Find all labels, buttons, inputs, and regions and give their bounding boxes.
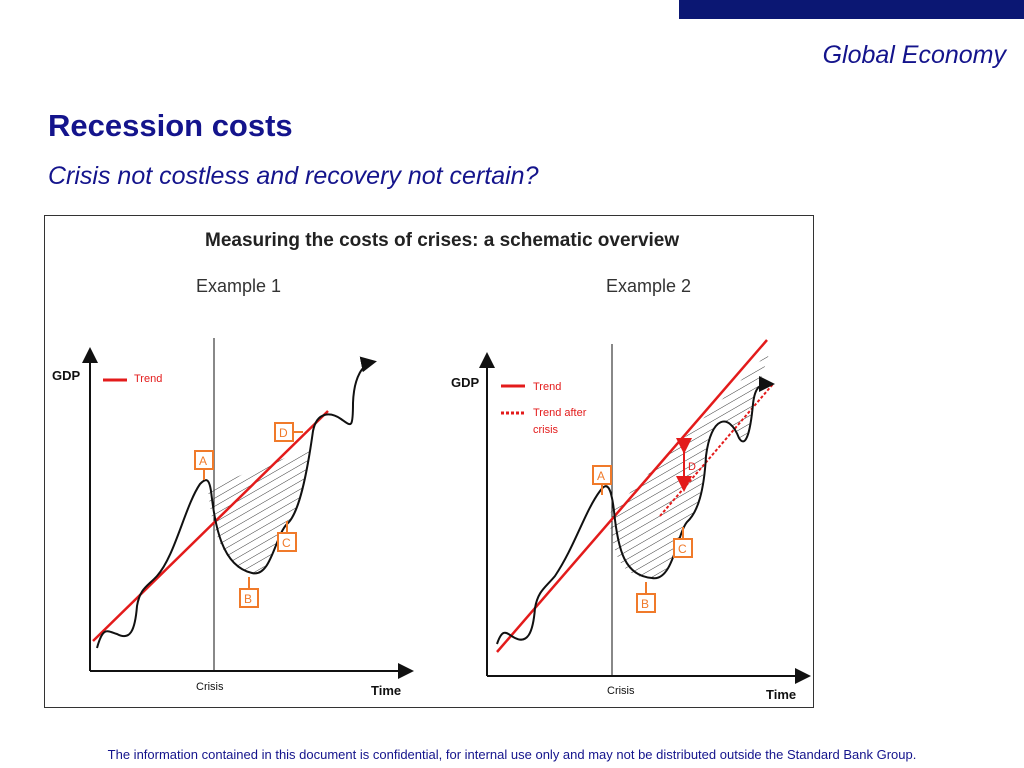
example-2-panel: Example 2 GDP Time Crisis Trend Trend af…	[451, 276, 811, 702]
confidentiality-footer: The information contained in this docume…	[107, 747, 917, 762]
svg-text:B: B	[641, 597, 649, 611]
example-1-trend-line	[92, 410, 329, 642]
example-2-marker-b: B	[636, 582, 656, 613]
example-2-heading: Example 2	[606, 276, 691, 296]
slide-subtitle: Crisis not costless and recovery not cer…	[48, 162, 539, 190]
example-2-x-axis-label: Time	[766, 687, 796, 702]
svg-text:C: C	[678, 542, 687, 556]
example-2-y-axis-label: GDP	[451, 375, 480, 390]
example-1-x-axis-label: Time	[371, 683, 401, 698]
example-1-crisis-label: Crisis	[196, 681, 224, 693]
figure-title: Measuring the costs of crises: a schemat…	[205, 230, 679, 251]
example-1-cost-area	[208, 448, 311, 574]
example-2-trend-line	[496, 339, 768, 653]
example-1-panel: Example 1 GDP Time Crisis Trend A	[52, 276, 414, 698]
example-2-gdp-path	[496, 376, 775, 645]
svg-text:A: A	[199, 454, 207, 468]
example-2-marker-c: C	[673, 527, 693, 558]
svg-text:B: B	[244, 592, 252, 606]
header-title: Global Economy	[822, 41, 1006, 69]
example-1-heading: Example 1	[196, 276, 281, 296]
example-1-marker-d: D	[274, 422, 303, 442]
svg-text:D: D	[279, 426, 288, 440]
svg-text:A: A	[597, 469, 605, 483]
example-2-marker-d: D	[688, 461, 696, 473]
example-1-marker-a: A	[194, 450, 214, 480]
example-1-marker-b: B	[239, 577, 259, 608]
example-2-crisis-label: Crisis	[607, 685, 635, 697]
schematic-svg: Measuring the costs of crises: a schemat…	[52, 230, 811, 702]
example-2-legend-trend-after-label-line1: Trend after	[533, 407, 587, 419]
slide-title: Recession costs	[48, 108, 293, 143]
example-1-legend-trend-label: Trend	[134, 373, 162, 385]
example-1-gdp-path	[96, 356, 377, 649]
example-2-trend-after-crisis-line	[659, 383, 774, 517]
schematic-figure: Measuring the costs of crises: a schemat…	[44, 215, 814, 708]
example-1-y-axis-label: GDP	[52, 368, 81, 383]
svg-text:D: D	[688, 461, 696, 473]
example-1-marker-c: C	[277, 521, 297, 552]
svg-text:C: C	[282, 536, 291, 550]
example-2-legend-trend-label: Trend	[533, 381, 561, 393]
top-accent-bar	[679, 0, 1024, 19]
example-2-marker-a: A	[592, 465, 612, 495]
example-2-legend-trend-after-label-line2: crisis	[533, 424, 559, 436]
